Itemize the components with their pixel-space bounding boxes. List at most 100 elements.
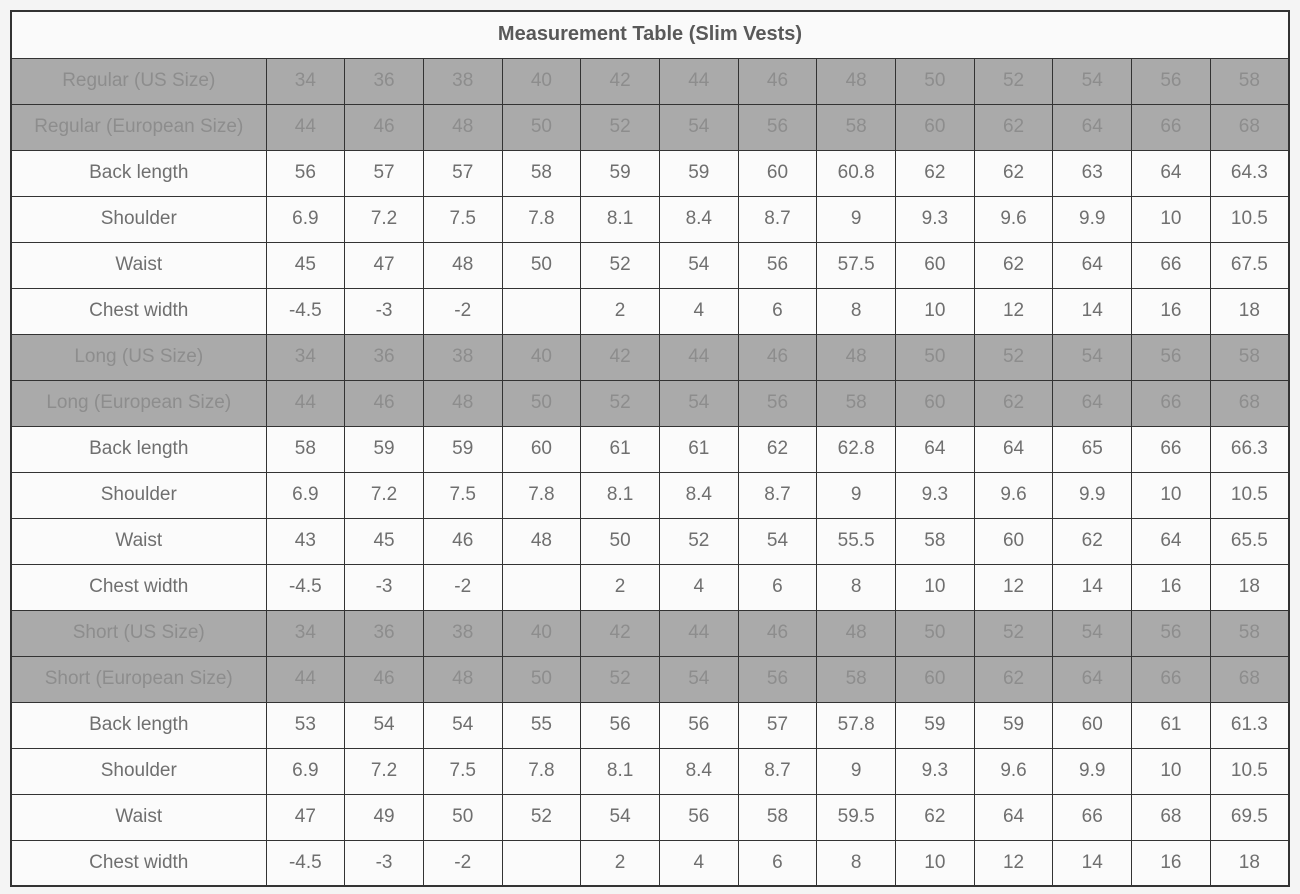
value-cell: 10: [1131, 747, 1211, 795]
measurement-row: Chest width -4.5 -3 -2 2 4 6 8 10 12 14 16 18: [10, 839, 1290, 887]
value-cell: 56: [737, 379, 818, 427]
value-cell: 12: [973, 287, 1054, 335]
measurement-table: Measurement Table (Slim Vests) Regular (…: [10, 10, 1290, 887]
value-cell: 52: [658, 517, 739, 565]
value-cell: 8: [816, 563, 896, 611]
value-cell: 8.1: [580, 195, 660, 243]
value-cell: 60: [895, 103, 975, 151]
measurement-row: Waist 43 45 46 48 50 52 54 55.5 58 60 62 64 65.5: [10, 517, 1290, 565]
value-cell: 8: [816, 839, 896, 887]
value-cell: 7.2: [344, 471, 424, 519]
value-cell: 50: [501, 379, 582, 427]
value-cell: 48: [422, 103, 503, 151]
value-cell: 56: [1131, 609, 1211, 657]
measurement-row: Back length 53 54 54 55 56 56 57 57.8 59 59 60 61 61.…: [10, 701, 1290, 749]
value-cell: 56: [658, 793, 739, 841]
value-cell: 64: [1052, 379, 1133, 427]
value-cell: 18: [1209, 839, 1290, 887]
row-label: Chest width: [10, 563, 267, 611]
size-header-row: Regular (European Size) 44 46 48 50 52 54 56 58 6…: [10, 103, 1290, 151]
value-cell: 9.9: [1052, 471, 1133, 519]
value-cell: 57.8: [816, 701, 896, 749]
value-cell: 56: [737, 241, 818, 289]
value-cell: 48: [422, 379, 503, 427]
value-cell: 7.5: [422, 195, 503, 243]
value-cell: 50: [895, 333, 975, 381]
value-cell: 8.1: [580, 471, 660, 519]
value-cell: 62: [895, 149, 975, 197]
value-cell: 54: [658, 379, 739, 427]
value-cell: 54: [422, 701, 503, 749]
value-cell: 10: [895, 287, 975, 335]
value-cell: 50: [580, 517, 660, 565]
value-cell: 60: [1052, 701, 1133, 749]
value-cell: 34: [265, 57, 346, 105]
value-cell: 55: [501, 701, 582, 749]
value-cell: 64: [1131, 149, 1211, 197]
measurement-row: Waist 45 47 48 50 52 54 56 57.5 60 62 64 66 67.5: [10, 241, 1290, 289]
value-cell: 12: [973, 839, 1054, 887]
value-cell: -3: [344, 839, 424, 887]
value-cell: 59: [344, 425, 424, 473]
value-cell: 8.7: [737, 747, 818, 795]
value-cell: 50: [501, 103, 582, 151]
value-cell: 44: [658, 57, 739, 105]
value-cell: 62: [973, 241, 1054, 289]
value-cell: 50: [422, 793, 503, 841]
value-cell: 62: [1052, 517, 1133, 565]
value-cell: 10.5: [1209, 747, 1290, 795]
value-cell: 34: [265, 609, 346, 657]
value-cell: 7.8: [501, 195, 582, 243]
value-cell: 52: [501, 793, 582, 841]
value-cell: 68: [1131, 793, 1211, 841]
value-cell: 7.2: [344, 195, 424, 243]
value-cell: 7.2: [344, 747, 424, 795]
value-cell: 54: [1052, 57, 1133, 105]
measurement-row: Shoulder 6.9 7.2 7.5 7.8 8.1 8.4 8.7 9 9.3 9.6 9.9 1…: [10, 195, 1290, 243]
value-cell: 56: [265, 149, 346, 197]
value-cell: 58: [816, 379, 896, 427]
size-header-row: Regular (US Size) 34 36 38 40 42 44 46 48 50 52 54 5…: [10, 57, 1290, 105]
value-cell: 50: [895, 609, 975, 657]
value-cell: 9: [816, 747, 896, 795]
measurement-row: Chest width -4.5 -3 -2 2 4 6 8 10 12 14 16 18: [10, 563, 1290, 611]
value-cell: 64: [895, 425, 975, 473]
value-cell: 10: [895, 563, 975, 611]
value-cell: -4.5: [265, 287, 346, 335]
value-cell: 48: [422, 655, 503, 703]
value-cell: 54: [580, 793, 660, 841]
value-cell: 54: [658, 103, 739, 151]
value-cell: 64: [1131, 517, 1211, 565]
value-cell: 14: [1052, 839, 1133, 887]
value-cell: 38: [422, 333, 503, 381]
value-cell: 10: [895, 839, 975, 887]
value-cell: 14: [1052, 287, 1133, 335]
value-cell: 9.9: [1052, 747, 1133, 795]
row-label: Shoulder: [10, 747, 267, 795]
value-cell: 16: [1131, 563, 1211, 611]
value-cell: 38: [422, 609, 503, 657]
value-cell: 60: [501, 425, 582, 473]
value-cell: 9.3: [895, 195, 975, 243]
value-cell: 38: [422, 57, 503, 105]
value-cell: 9: [816, 471, 896, 519]
value-cell: 68: [1209, 655, 1290, 703]
value-cell: 4: [658, 563, 739, 611]
value-cell: 62: [973, 103, 1054, 151]
value-cell: 2: [580, 839, 660, 887]
value-cell: 9.3: [895, 747, 975, 795]
measurement-row: Shoulder 6.9 7.2 7.5 7.8 8.1 8.4 8.7 9 9.3 9.6 9.9 1…: [10, 747, 1290, 795]
value-cell: [501, 287, 582, 335]
value-cell: 49: [344, 793, 424, 841]
value-cell: 61: [580, 425, 660, 473]
value-cell: 4: [658, 287, 739, 335]
row-label: Back length: [10, 425, 267, 473]
value-cell: 62.8: [816, 425, 896, 473]
size-header-row: Long (US Size) 34 36 38 40 42 44 46 48 50 52 54 56 58: [10, 333, 1290, 381]
value-cell: 59: [895, 701, 975, 749]
value-cell: 68: [1209, 103, 1290, 151]
value-cell: 45: [265, 241, 346, 289]
value-cell: 57: [422, 149, 503, 197]
value-cell: 8.7: [737, 471, 818, 519]
value-cell: 44: [265, 379, 346, 427]
